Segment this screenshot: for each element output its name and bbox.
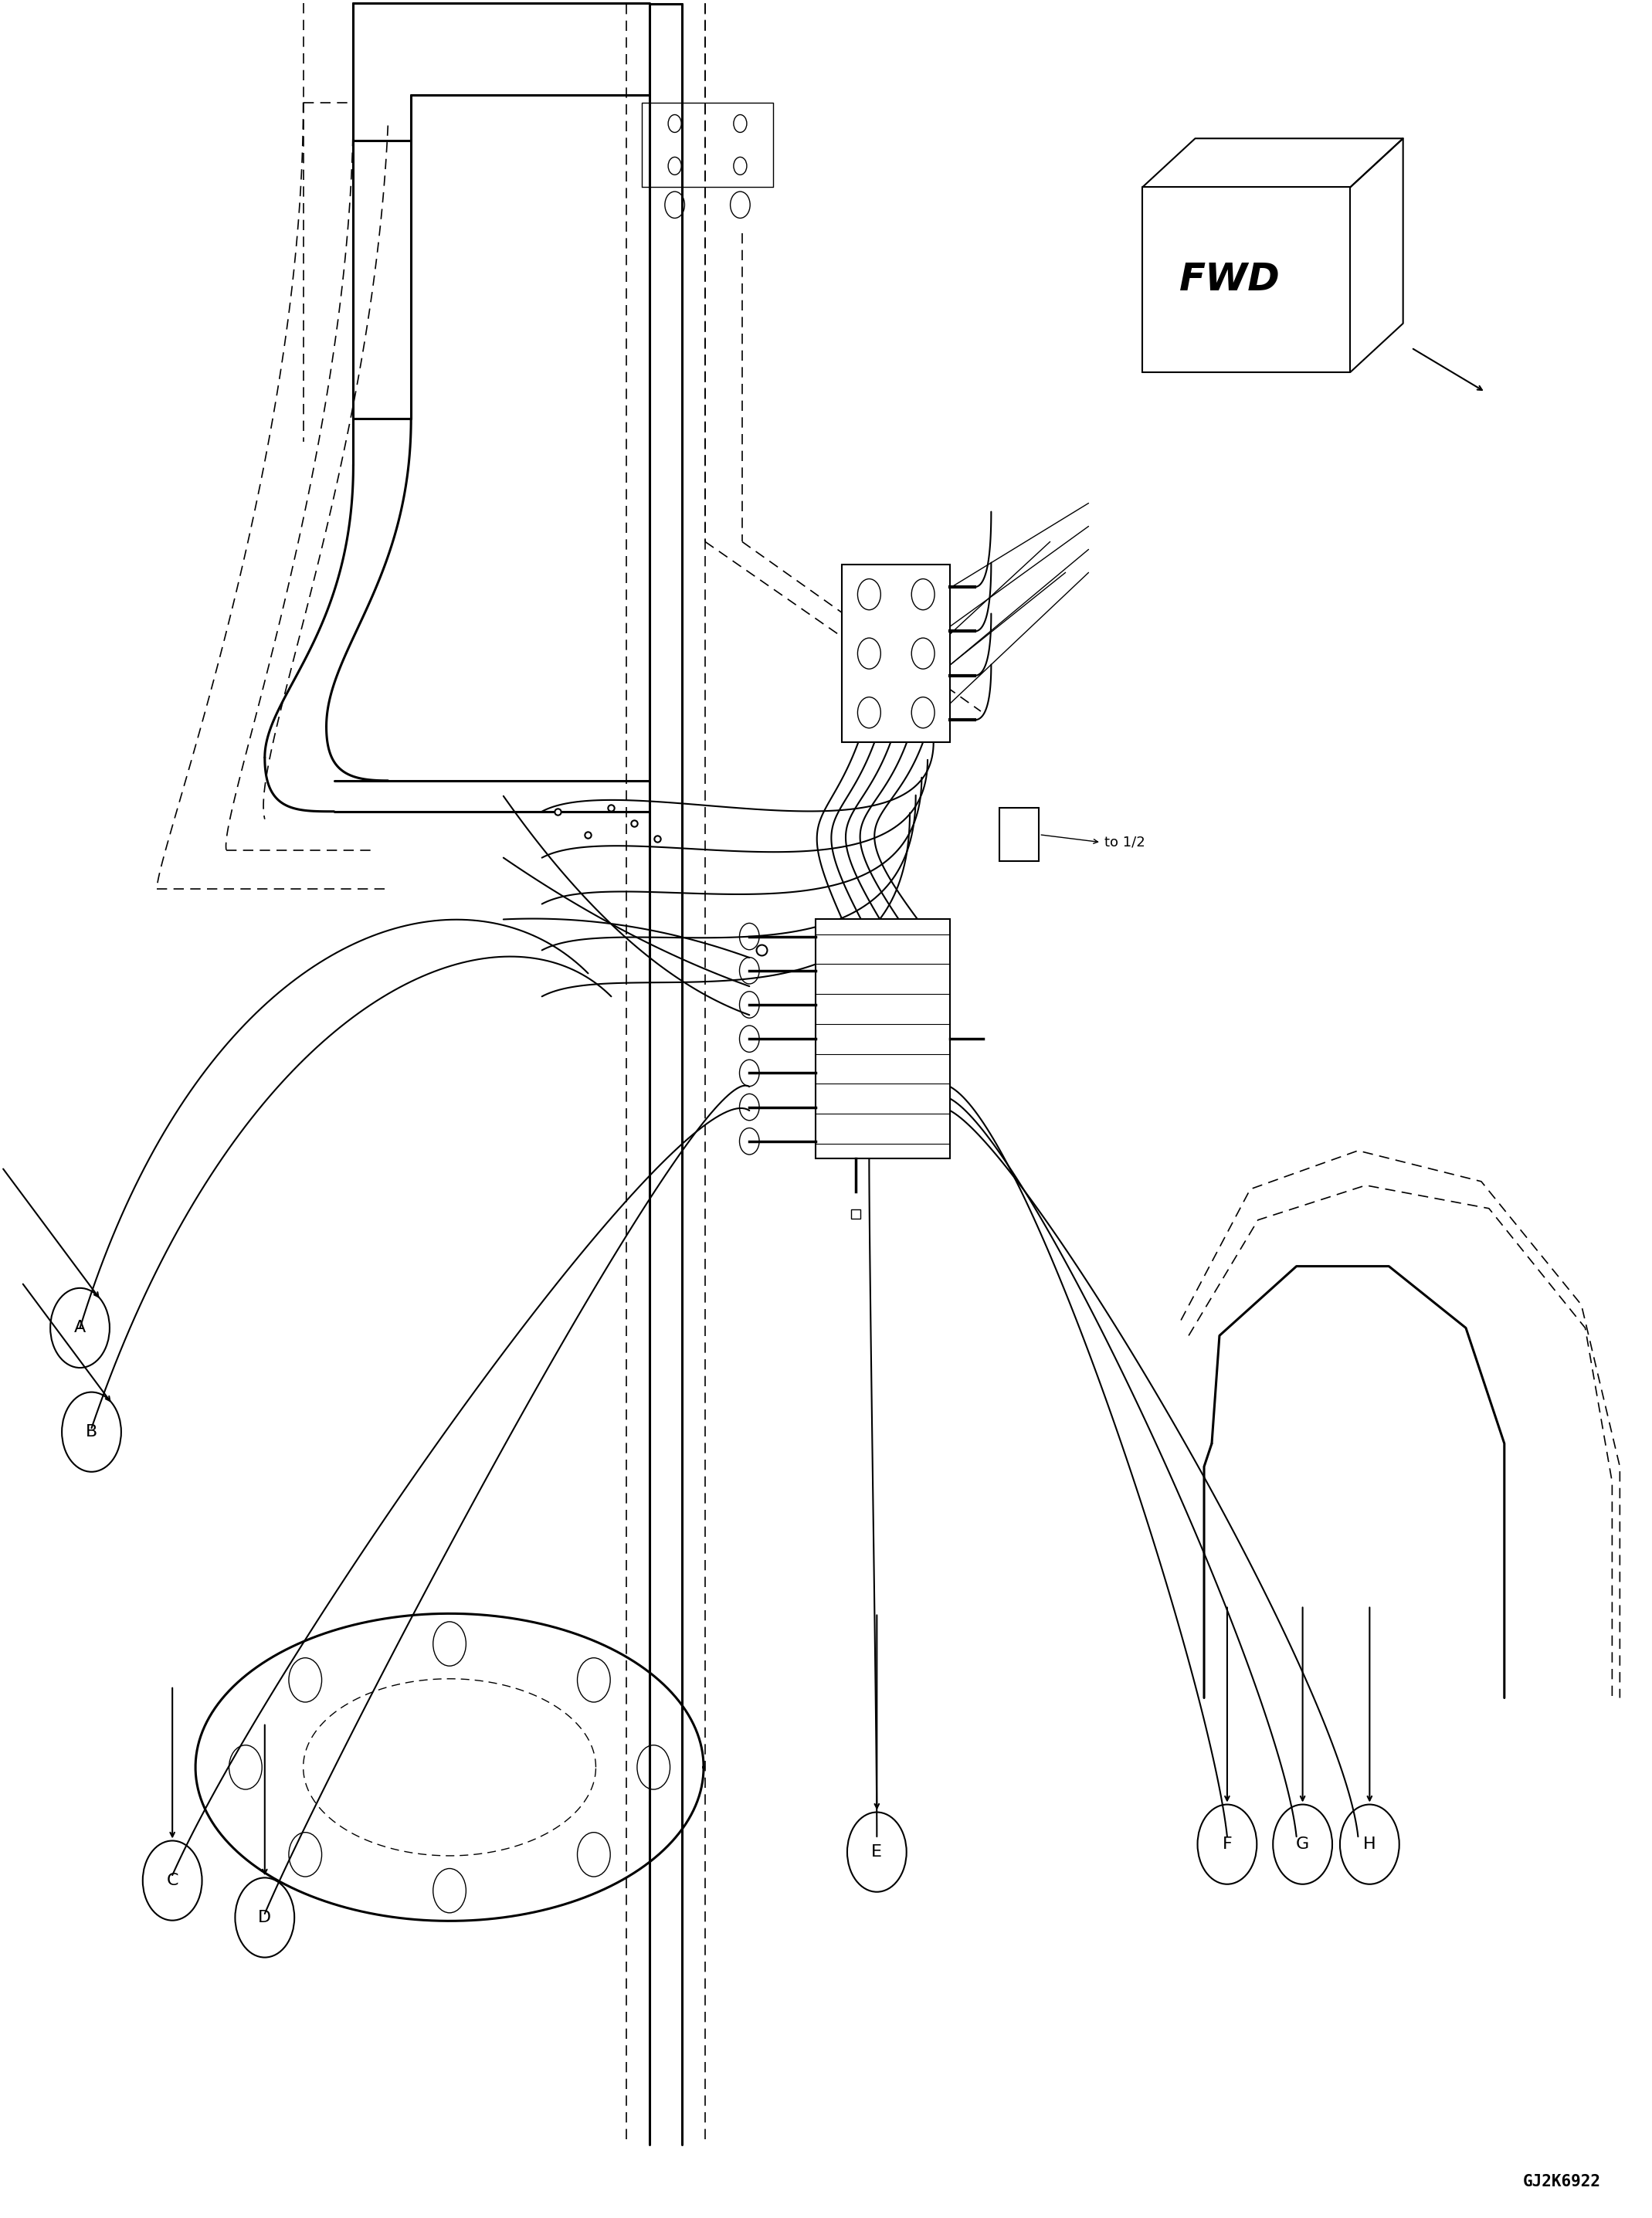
Text: GJ2K6922: GJ2K6922 xyxy=(1523,2174,1601,2189)
Text: H: H xyxy=(1363,1837,1376,1852)
Text: FWD: FWD xyxy=(1180,262,1280,297)
Text: G: G xyxy=(1295,1837,1310,1852)
FancyBboxPatch shape xyxy=(843,566,950,743)
Text: E: E xyxy=(872,1845,882,1859)
Text: B: B xyxy=(86,1424,97,1439)
FancyBboxPatch shape xyxy=(814,920,950,1158)
Text: to 1/2: to 1/2 xyxy=(1105,836,1145,849)
Text: F: F xyxy=(1222,1837,1232,1852)
Text: A: A xyxy=(74,1320,86,1335)
FancyBboxPatch shape xyxy=(999,807,1039,861)
Text: D: D xyxy=(258,1910,271,1925)
Text: C: C xyxy=(167,1872,178,1888)
